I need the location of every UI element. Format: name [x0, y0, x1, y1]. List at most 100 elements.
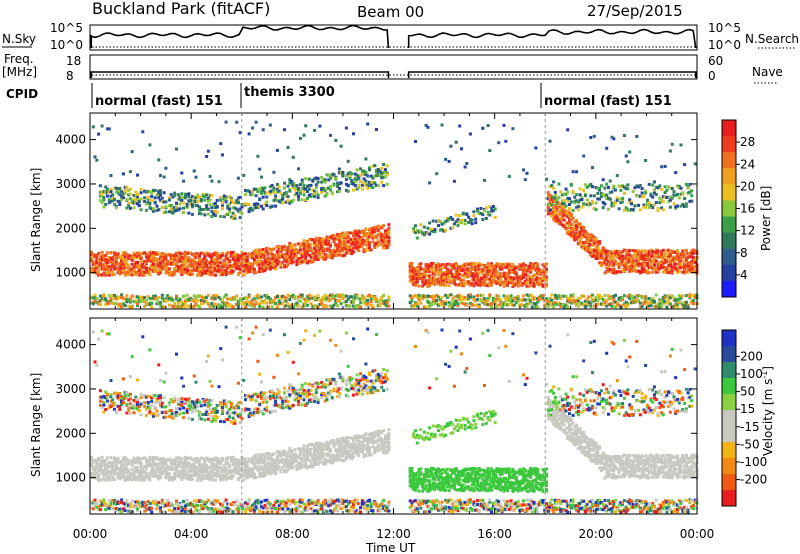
power-cell: [499, 272, 502, 276]
power-cell: [474, 217, 478, 221]
power-cell: [507, 302, 511, 306]
power-cell: [116, 297, 120, 300]
power-cell: [314, 176, 318, 180]
power-cell: [128, 192, 132, 196]
power-cell: [368, 293, 371, 297]
power-cell: [589, 301, 593, 305]
nsearch-label: N.Search: [745, 32, 799, 46]
power-cell: [321, 237, 325, 241]
power-cell: [245, 255, 249, 259]
power-cell: [548, 195, 552, 199]
power-cell: [178, 195, 182, 199]
power-cell: [325, 235, 329, 239]
power-cell: [362, 250, 366, 254]
power-cell: [139, 191, 143, 195]
power-cell: [506, 263, 509, 267]
power-cell: [339, 293, 343, 297]
power-cell: [435, 172, 439, 176]
power-cell: [208, 273, 212, 277]
power-cell: [104, 297, 108, 301]
power-cell: [525, 302, 529, 306]
power-cell: [240, 255, 244, 259]
power-cell: [320, 180, 324, 184]
power-cell: [339, 249, 343, 252]
power-cell: [637, 185, 641, 189]
power-cell: [504, 266, 508, 269]
power-cell: [452, 222, 456, 226]
power-cell: [580, 240, 584, 244]
power-cell: [153, 265, 157, 269]
power-cell: [359, 244, 363, 248]
power-cell: [247, 269, 251, 273]
power-cell: [231, 297, 235, 300]
power-cell: [118, 305, 122, 309]
power-cell: [536, 297, 540, 301]
power-cell: [569, 223, 573, 227]
power-cell: [575, 193, 579, 197]
power-cell: [208, 174, 212, 178]
power-cell: [605, 182, 609, 186]
power-cell: [125, 258, 129, 262]
power-cell: [651, 301, 655, 305]
power-cell: [343, 294, 347, 298]
power-cell: [323, 189, 327, 193]
power-cell: [447, 279, 451, 282]
power-cell: [249, 266, 253, 270]
power-cell: [428, 305, 432, 308]
power-cell: [497, 272, 501, 276]
power-cell: [368, 180, 371, 184]
power-cell: [661, 195, 665, 199]
power-cell: [171, 271, 175, 275]
power-cell: [468, 217, 472, 221]
power-cell: [601, 201, 605, 204]
power-cell: [102, 268, 106, 272]
power-cell: [180, 199, 184, 202]
power-cell: [222, 295, 226, 299]
power-cell: [123, 304, 127, 308]
power-cell: [300, 186, 304, 190]
power-cell: [385, 301, 389, 304]
power-cell: [633, 266, 637, 270]
power-cell: [327, 178, 331, 182]
power-cell: [344, 178, 348, 181]
power-cell: [153, 200, 157, 204]
power-cell: [355, 168, 359, 172]
power-cell: [585, 198, 589, 202]
power-cell: [102, 196, 106, 200]
power-cell: [610, 264, 614, 267]
power-cell: [383, 303, 387, 307]
power-cell: [369, 229, 373, 233]
power-cell: [242, 265, 246, 269]
power-cell: [499, 302, 502, 306]
power-cell: [683, 266, 687, 269]
power-cell: [484, 277, 488, 281]
power-cell: [660, 206, 664, 210]
power-cell: [327, 249, 331, 253]
power-cell: [468, 268, 472, 272]
power-cell: [114, 255, 118, 259]
power-cell: [467, 268, 471, 272]
power-cell: [329, 184, 332, 188]
power-cell: [127, 268, 131, 272]
power-cell: [258, 248, 262, 252]
power-cell: [291, 253, 295, 257]
power-cell: [341, 297, 345, 301]
power-cell: [357, 243, 361, 247]
power-cell: [472, 295, 476, 299]
power-cell: [472, 297, 476, 301]
power-cell: [440, 282, 444, 285]
power-cell: [231, 211, 235, 215]
power-cell: [500, 275, 504, 278]
power-cell: [353, 172, 357, 176]
power-cell: [104, 303, 108, 307]
power-cell: [291, 186, 295, 189]
power-cell: [603, 294, 607, 297]
power-cell: [621, 263, 625, 266]
power-cell: [385, 239, 389, 243]
power-cell: [199, 295, 203, 299]
power-cell: [603, 271, 607, 275]
power-cell: [658, 267, 662, 271]
power-cell: [167, 204, 171, 208]
power-cell: [458, 283, 462, 286]
power-cell: [125, 300, 129, 304]
